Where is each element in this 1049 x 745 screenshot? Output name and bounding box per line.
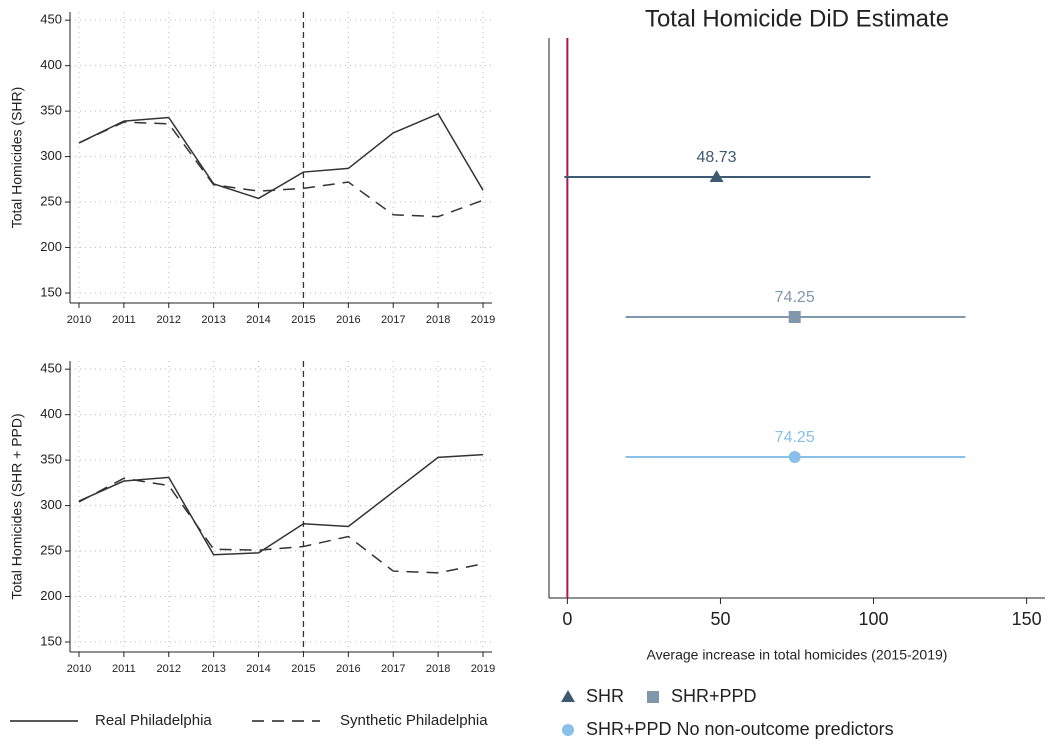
x-tick-label: 2016 bbox=[336, 663, 360, 675]
legend-label: Real Philadelphia bbox=[95, 712, 212, 729]
x-tick-label: 2013 bbox=[201, 314, 225, 326]
x-tick-label: 2012 bbox=[157, 314, 181, 326]
y-tick-label: 200 bbox=[40, 239, 62, 254]
legend-marker bbox=[561, 690, 575, 702]
series-line bbox=[78, 453, 484, 556]
x-tick-label: 2015 bbox=[291, 314, 315, 326]
marker bbox=[709, 170, 724, 182]
data-label: 74.25 bbox=[775, 289, 815, 306]
x-tick-label: 150 bbox=[1012, 609, 1042, 629]
y-tick-label: 250 bbox=[40, 193, 62, 208]
x-tick-label: 2011 bbox=[112, 663, 136, 675]
legend-label: SHR bbox=[586, 686, 624, 706]
x-tick-label: 2013 bbox=[201, 663, 225, 675]
y-tick-label: 400 bbox=[40, 406, 62, 421]
y-tick-label: 150 bbox=[40, 633, 62, 648]
x-tick-label: 2018 bbox=[426, 314, 450, 326]
x-tick-label: 2010 bbox=[67, 663, 91, 675]
y-tick-label: 300 bbox=[40, 148, 62, 163]
y-tick-label: 350 bbox=[40, 103, 62, 118]
marker bbox=[788, 451, 801, 463]
legend-marker bbox=[562, 724, 574, 736]
y-tick-label: 200 bbox=[40, 588, 62, 603]
y-tick-label: 400 bbox=[40, 57, 62, 72]
chart-title: Total Homicide DiD Estimate bbox=[645, 5, 949, 32]
y-tick-label: 450 bbox=[40, 361, 62, 376]
marker bbox=[788, 311, 801, 323]
x-tick-label: 2018 bbox=[426, 663, 450, 675]
series-line bbox=[78, 121, 484, 218]
legend-marker bbox=[647, 691, 659, 703]
x-tick-label: 50 bbox=[710, 609, 730, 629]
y-tick-label: 350 bbox=[40, 452, 62, 467]
legend-label: SHR+PPD No non-outcome predictors bbox=[586, 719, 894, 739]
x-tick-label: 2011 bbox=[112, 314, 136, 326]
x-tick-label: 2017 bbox=[381, 663, 405, 675]
x-tick-label: 2014 bbox=[246, 314, 270, 326]
legend-label: Synthetic Philadelphia bbox=[340, 712, 488, 729]
x-tick-label: 2017 bbox=[381, 314, 405, 326]
series-line bbox=[78, 112, 484, 200]
data-label: 74.25 bbox=[775, 429, 815, 446]
data-label: 48.73 bbox=[697, 149, 737, 166]
x-tick-label: 2015 bbox=[291, 663, 315, 675]
x-tick-label: 2019 bbox=[471, 663, 495, 675]
y-tick-label: 250 bbox=[40, 542, 62, 557]
x-tick-label: 2012 bbox=[157, 663, 181, 675]
legend-label: SHR+PPD bbox=[671, 686, 757, 706]
x-tick-label: 0 bbox=[562, 609, 572, 629]
y-tick-label: 300 bbox=[40, 497, 62, 512]
y-axis-label: Total Homicides (SHR + PPD) bbox=[9, 413, 25, 599]
x-tick-label: 2019 bbox=[471, 314, 495, 326]
y-axis-label: Total Homicides (SHR) bbox=[9, 87, 25, 229]
x-tick-label: 2016 bbox=[336, 314, 360, 326]
x-tick-label: 2014 bbox=[246, 663, 270, 675]
series-line bbox=[78, 477, 484, 574]
y-tick-label: 450 bbox=[40, 12, 62, 27]
x-tick-label: 100 bbox=[859, 609, 889, 629]
x-axis-label: Average increase in total homicides (201… bbox=[647, 647, 948, 663]
x-tick-label: 2010 bbox=[67, 314, 91, 326]
y-tick-label: 150 bbox=[40, 284, 62, 299]
